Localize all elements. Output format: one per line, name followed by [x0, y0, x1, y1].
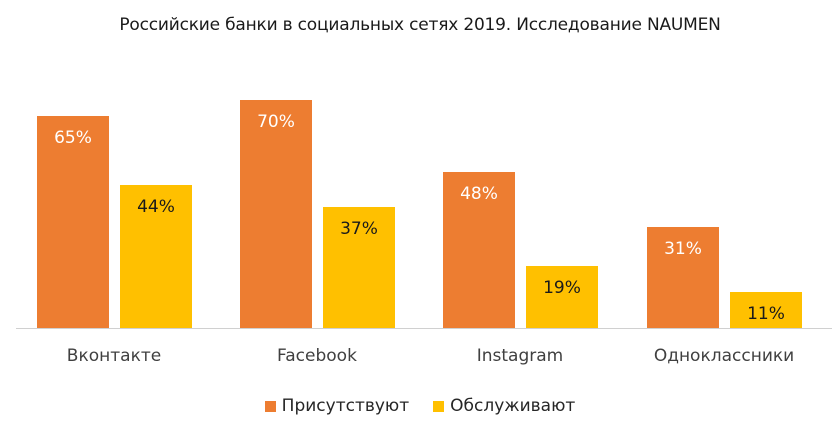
- legend-swatch-icon: [433, 400, 445, 412]
- x-axis-line: [16, 328, 832, 329]
- data-label: 44%: [137, 196, 175, 217]
- data-label: 31%: [664, 238, 702, 259]
- legend-item: Обслуживают: [433, 396, 575, 416]
- category-label: Facebook: [277, 346, 357, 366]
- data-label: 11%: [747, 304, 785, 325]
- bar-present-0: 65%: [37, 116, 109, 328]
- data-label: 65%: [54, 128, 92, 149]
- bar-present-1: 70%: [240, 99, 312, 328]
- category-label: Вконтакте: [66, 346, 162, 366]
- bar-serve-0: 44%: [120, 184, 192, 328]
- chart-title: Российские банки в социальных сетях 2019…: [119, 15, 721, 35]
- category-label: Instagram: [476, 346, 564, 366]
- legend: Присутствуют Обслуживают: [0, 396, 840, 416]
- bar-serve-3: 11%: [730, 292, 802, 328]
- legend-swatch-icon: [264, 400, 276, 412]
- legend-label: Обслуживают: [450, 396, 576, 416]
- data-label: 48%: [460, 183, 498, 204]
- legend-item: Присутствуют: [264, 396, 410, 416]
- data-label: 70%: [257, 111, 295, 132]
- category-label: Одноклассники: [653, 346, 795, 366]
- data-label: 37%: [340, 219, 378, 240]
- bar-present-2: 48%: [443, 171, 515, 328]
- bar-serve-1: 37%: [323, 207, 395, 328]
- data-label: 19%: [543, 278, 581, 299]
- bar-serve-2: 19%: [526, 266, 598, 328]
- legend-label: Присутствуют: [281, 396, 410, 416]
- bar-present-3: 31%: [647, 226, 719, 328]
